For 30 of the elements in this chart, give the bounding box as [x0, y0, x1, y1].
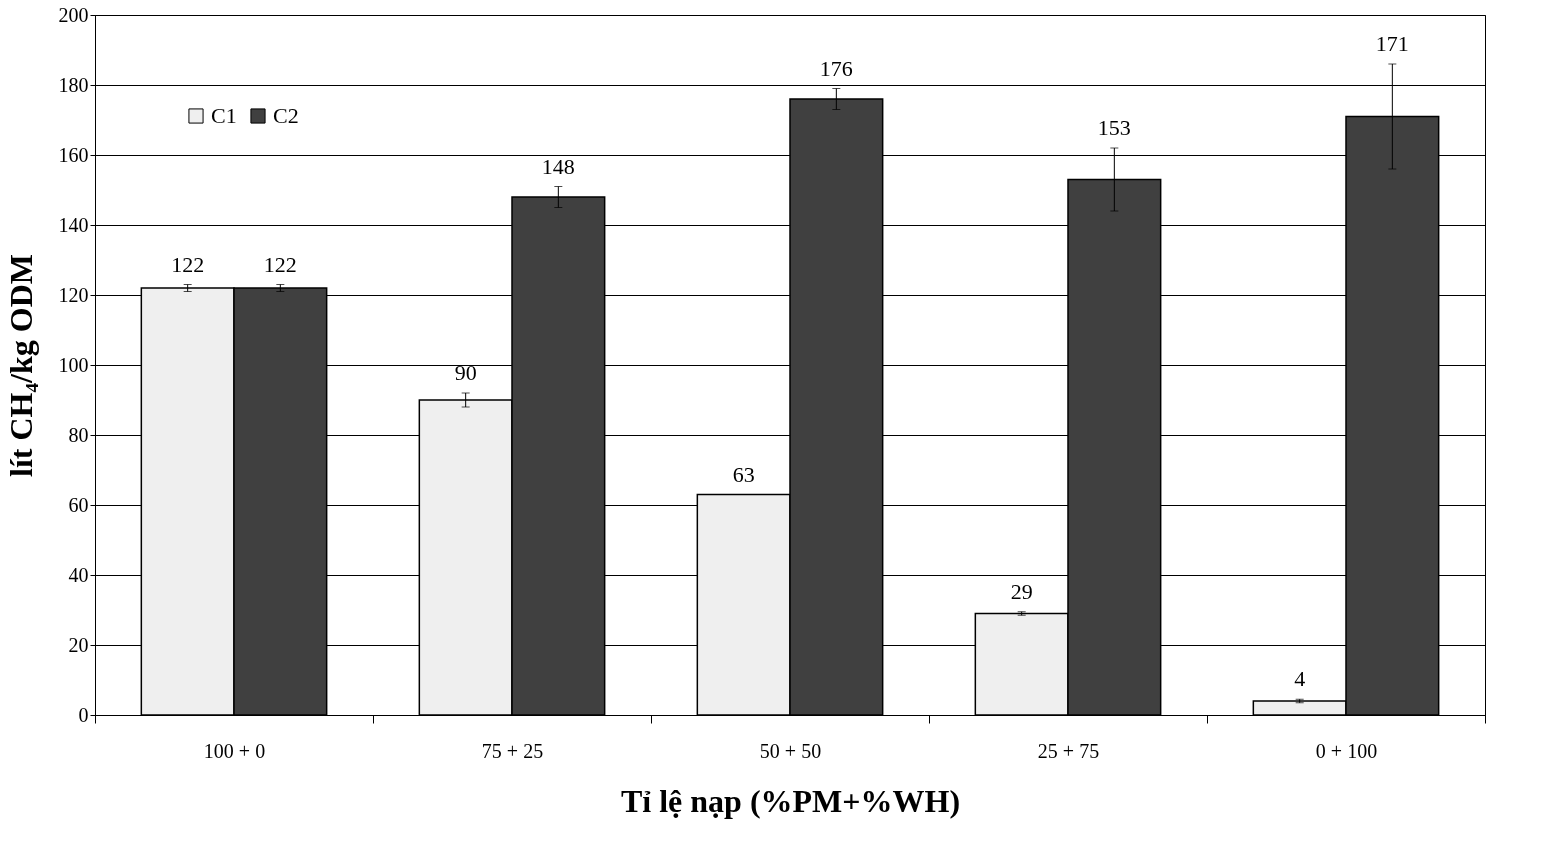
- data-label: 63: [732, 461, 755, 487]
- y-tick-label: 20: [68, 633, 89, 656]
- x-axis-title: Tỉ lệ nạp (%PM+%WH): [620, 782, 961, 819]
- y-tick-label: 0: [78, 703, 89, 726]
- data-label: 153: [1097, 115, 1131, 140]
- y-tick-label: 160: [58, 143, 89, 166]
- data-label: 176: [819, 55, 853, 81]
- y-tick-label: 180: [58, 73, 89, 96]
- x-tick-label: 25 + 75: [1037, 739, 1100, 762]
- y-axis-title: lít CH₄/kg ODM: [2, 254, 39, 477]
- y-tick-label: 60: [68, 493, 89, 516]
- x-tick-label: 100 + 0: [203, 739, 266, 762]
- y-tick-label: 100: [58, 353, 89, 376]
- x-tick-label: 0 + 100: [1315, 739, 1378, 762]
- data-label: 171: [1375, 31, 1409, 56]
- data-label: 122: [263, 251, 297, 277]
- y-tick-label: 120: [58, 283, 89, 306]
- data-label: 29: [1010, 578, 1033, 604]
- y-tick-label: 80: [68, 423, 89, 446]
- legend-label: C2: [273, 103, 299, 128]
- y-tick-label: 140: [58, 213, 89, 236]
- data-label: 90: [454, 360, 477, 385]
- y-tick-label: 200: [58, 3, 89, 26]
- y-tick-label: 40: [68, 563, 89, 586]
- data-label: 4: [1294, 666, 1306, 692]
- x-tick-label: 75 + 25: [481, 739, 544, 762]
- legend-label: C1: [211, 103, 237, 128]
- x-tick-label: 50 + 50: [759, 739, 822, 762]
- data-label: 148: [541, 153, 575, 179]
- data-label: 122: [171, 251, 205, 277]
